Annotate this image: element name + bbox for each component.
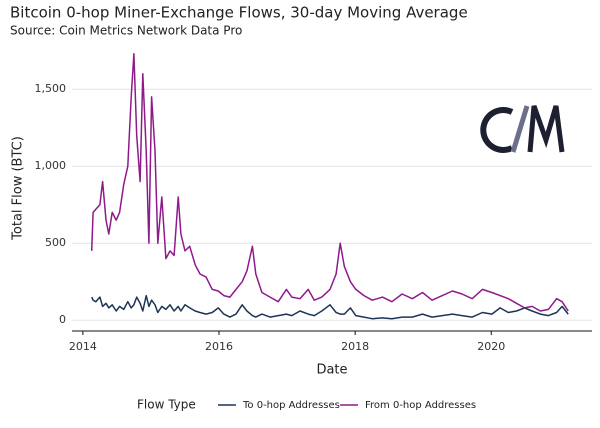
series-line bbox=[90, 53, 569, 312]
y-tick-label: 500 bbox=[45, 236, 66, 249]
logo-c bbox=[480, 107, 514, 153]
logo-slash bbox=[510, 105, 530, 153]
y-axis-label: Total Flow (BTC) bbox=[11, 136, 26, 241]
x-tick-label: 2016 bbox=[205, 340, 233, 353]
legend-title: Flow Type bbox=[137, 398, 196, 412]
chart-subtitle: Source: Coin Metrics Network Data Pro bbox=[10, 24, 242, 38]
y-tick-label: 1,500 bbox=[35, 82, 67, 95]
logo-m bbox=[527, 105, 565, 153]
legend-label: From 0-hop Addresses bbox=[365, 400, 476, 411]
x-tick-label: 2018 bbox=[341, 340, 369, 353]
logo bbox=[480, 105, 565, 153]
legend-label: To 0-hop Addresses bbox=[242, 400, 340, 411]
x-tick-label: 2014 bbox=[69, 340, 97, 353]
series-line bbox=[91, 294, 569, 320]
x-tick-label: 2020 bbox=[477, 340, 505, 353]
chart-title: Bitcoin 0-hop Miner-Exchange Flows, 30-d… bbox=[10, 4, 468, 22]
y-tick-label: 1,000 bbox=[35, 159, 67, 172]
y-tick-label: 0 bbox=[59, 313, 66, 326]
x-axis-label: Date bbox=[316, 363, 347, 378]
